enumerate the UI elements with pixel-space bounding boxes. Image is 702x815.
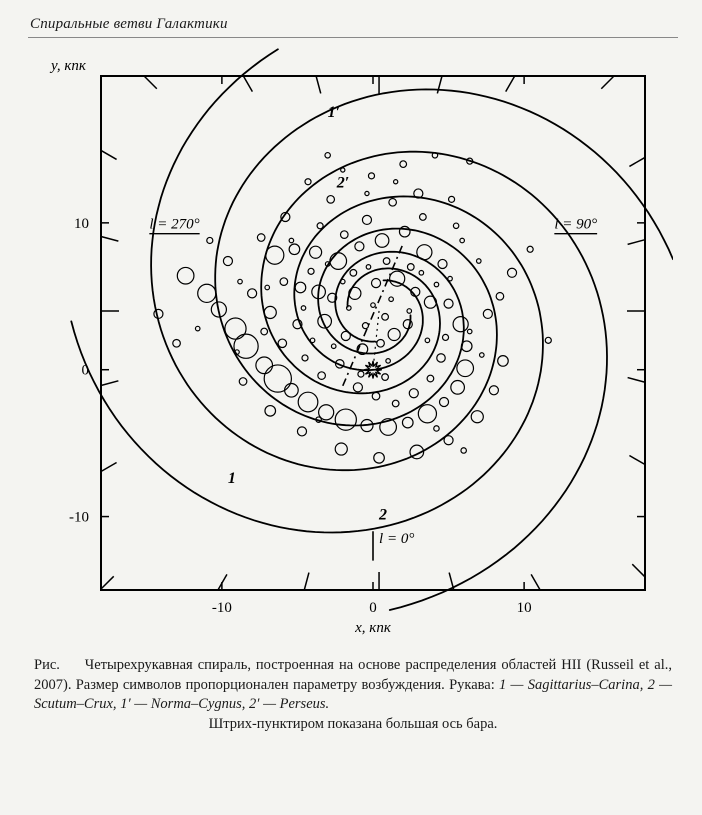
svg-text:0: 0 [369,600,377,616]
svg-text:2: 2 [378,507,387,524]
svg-text:l = 90°: l = 90° [554,217,597,233]
svg-text:l = 270°: l = 270° [149,217,199,233]
running-head: Спиральные ветви Галактики [30,16,678,33]
svg-text:y, кпк: y, кпк [49,58,87,74]
svg-text:10: 10 [74,216,89,232]
svg-text:10: 10 [517,600,532,616]
spiral-chart: -10010-10010x, кпкy, кпкl = 270°l = 90°l… [33,46,673,646]
figure-caption: Рис. Четырехрукавная спираль, построенна… [34,656,672,734]
svg-text:1: 1 [228,470,236,487]
page: Спиральные ветви Галактики -10010-10010x… [0,0,702,815]
caption-arm2p: 2′ — Perseus. [249,696,329,712]
header-rule [28,37,678,38]
caption-arm1p: 1′ — Norma–Cygnus, [120,696,245,712]
svg-text:-10: -10 [212,600,232,616]
svg-text:2′: 2′ [336,175,350,192]
svg-text:l = 0°: l = 0° [379,531,414,547]
caption-arms-label: Рукава: [449,677,495,693]
svg-text:-10: -10 [69,510,89,526]
caption-prefix: Рис. [34,657,60,673]
svg-text:x, кпк: x, кпк [354,620,392,636]
figure: -10010-10010x, кпкy, кпкl = 270°l = 90°l… [33,46,673,646]
svg-text:1′: 1′ [328,104,341,121]
caption-arm1: 1 — Sagittarius–Carina, [499,677,643,693]
caption-barnote: Штрих-пунктиром показана большая ось бар… [34,715,672,735]
